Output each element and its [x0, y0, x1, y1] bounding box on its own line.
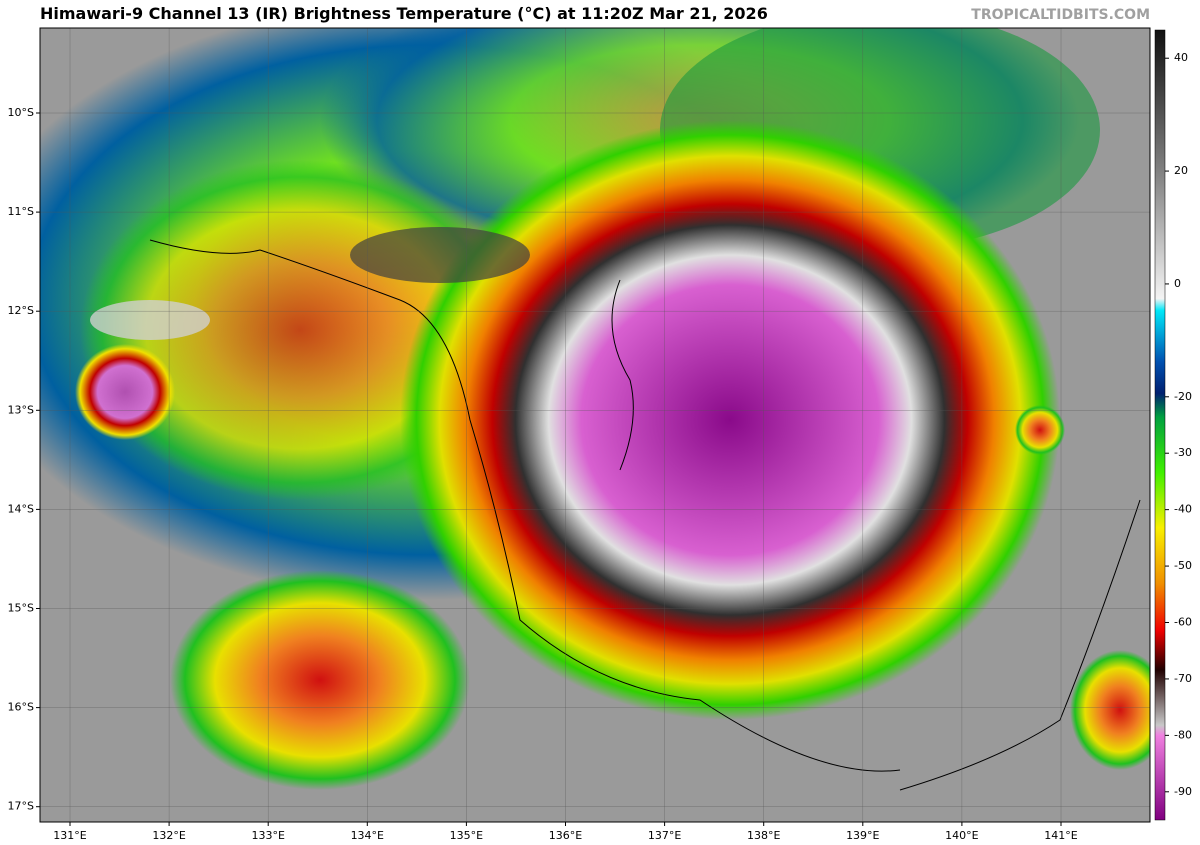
colorbar-tick-label: 20	[1174, 164, 1188, 177]
lon-label: 136°E	[549, 829, 582, 842]
lat-label: 10°S	[8, 106, 34, 119]
lon-label: 138°E	[747, 829, 780, 842]
lat-label: 12°S	[8, 304, 34, 317]
colorbar-tick-label: -60	[1174, 616, 1192, 629]
lon-label: 137°E	[648, 829, 681, 842]
map-frame	[39, 27, 1151, 823]
map-title: Himawari-9 Channel 13 (IR) Brightness Te…	[40, 4, 768, 23]
lon-label: 133°E	[251, 829, 284, 842]
lon-label: 141°E	[1044, 829, 1077, 842]
lon-label: 134°E	[351, 829, 384, 842]
lat-label: 13°S	[8, 403, 34, 416]
lon-label: 135°E	[450, 829, 483, 842]
lon-label: 132°E	[152, 829, 185, 842]
colorbar-tick-label: -90	[1174, 785, 1192, 798]
colorbar-tick-label: -80	[1174, 728, 1192, 741]
lat-label: 15°S	[8, 602, 34, 615]
colorbar-tick-label: 0	[1174, 277, 1181, 290]
colorbar-tick-label: -50	[1174, 559, 1192, 572]
lat-label: 17°S	[8, 800, 34, 813]
graticule	[40, 28, 1150, 822]
watermark: TROPICALTIDBITS.COM	[971, 7, 1150, 23]
lat-label: 14°S	[8, 502, 34, 515]
colorbar-tick-label: -70	[1174, 672, 1192, 685]
lat-label: 16°S	[8, 701, 34, 714]
colorbar-tick-label: -40	[1174, 503, 1192, 516]
lon-label: 140°E	[945, 829, 978, 842]
colorbar	[1154, 29, 1166, 821]
colorbar-tick-label: 40	[1174, 51, 1188, 64]
colorbar-tick-label: -30	[1174, 446, 1192, 459]
satellite-imagery	[40, 28, 1150, 822]
lon-label: 131°E	[53, 829, 86, 842]
lat-label: 11°S	[8, 205, 34, 218]
lon-label: 139°E	[846, 829, 879, 842]
colorbar-tick-label: -20	[1174, 390, 1192, 403]
